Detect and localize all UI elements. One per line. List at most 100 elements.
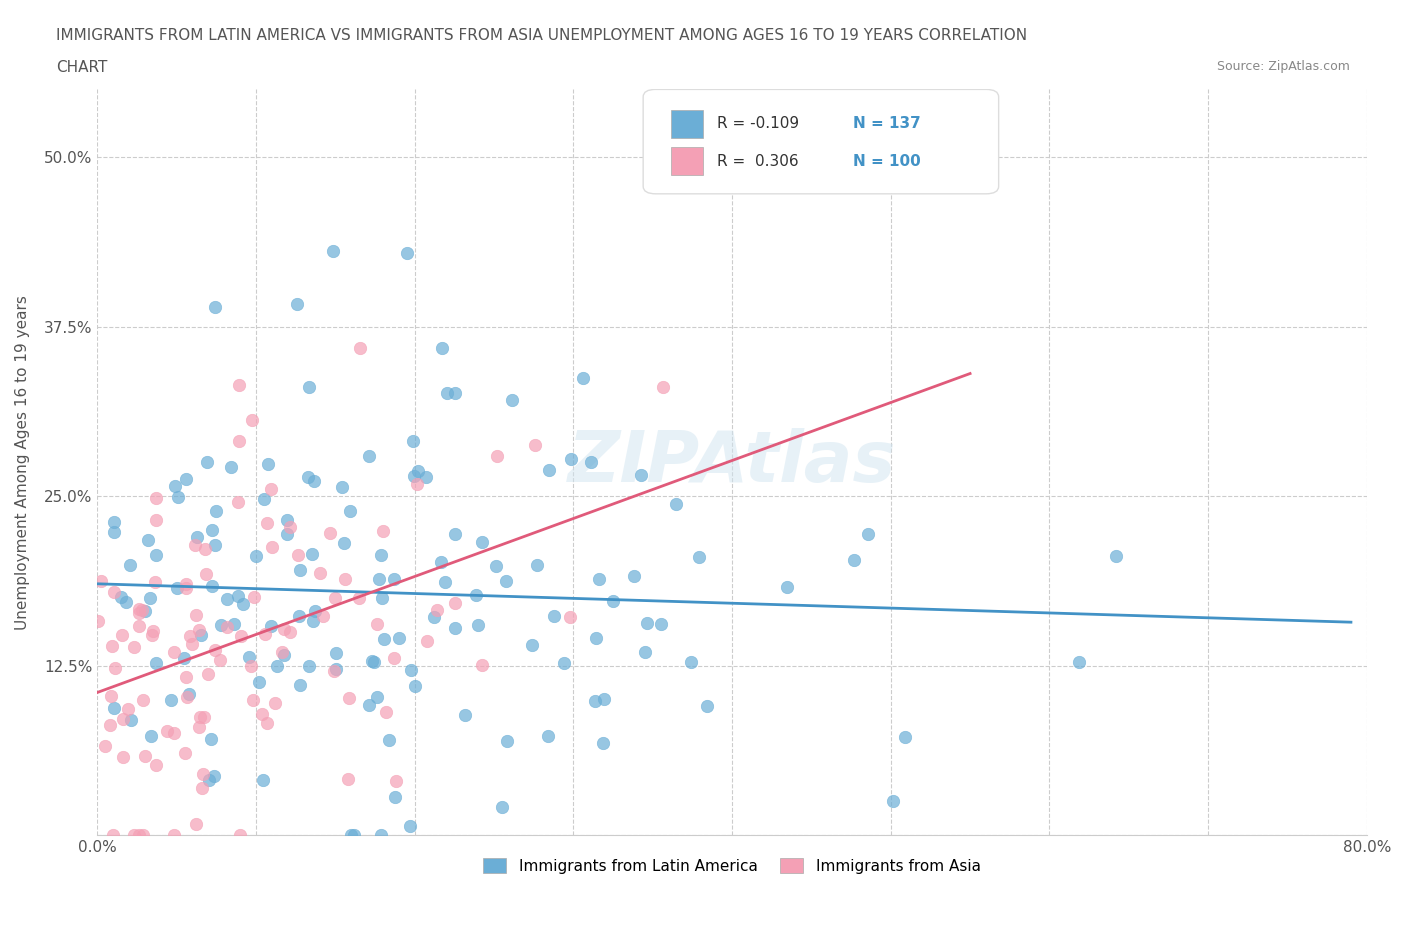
Point bbox=[1067, 654, 1090, 669]
Point bbox=[132, 693, 155, 708]
Point bbox=[373, 631, 395, 646]
Point bbox=[228, 434, 250, 449]
Point bbox=[163, 478, 186, 493]
Point bbox=[359, 698, 381, 712]
Point bbox=[128, 602, 150, 617]
Point bbox=[378, 733, 401, 748]
Text: CHART: CHART bbox=[56, 60, 108, 75]
Point bbox=[191, 766, 214, 781]
Point bbox=[249, 674, 271, 689]
Point bbox=[194, 566, 217, 581]
Point bbox=[325, 661, 347, 676]
Point bbox=[193, 710, 215, 724]
Point bbox=[217, 619, 239, 634]
Point bbox=[256, 715, 278, 730]
Point bbox=[443, 526, 465, 541]
Point bbox=[271, 644, 294, 659]
Point bbox=[471, 535, 494, 550]
Point bbox=[366, 690, 388, 705]
Point bbox=[142, 624, 165, 639]
Point bbox=[560, 451, 582, 466]
Point bbox=[579, 455, 602, 470]
Point bbox=[370, 591, 392, 605]
Point bbox=[245, 549, 267, 564]
Point bbox=[339, 828, 361, 843]
Point bbox=[240, 413, 263, 428]
Point bbox=[187, 720, 209, 735]
Point bbox=[349, 340, 371, 355]
Point bbox=[322, 664, 344, 679]
Point bbox=[87, 614, 110, 629]
Point bbox=[134, 749, 156, 764]
Point bbox=[266, 658, 288, 673]
Point bbox=[304, 604, 326, 618]
Point bbox=[128, 605, 150, 620]
Point bbox=[229, 629, 252, 644]
Point bbox=[406, 476, 429, 491]
Point bbox=[179, 686, 201, 701]
Point bbox=[387, 631, 409, 646]
Point bbox=[882, 794, 904, 809]
Point bbox=[842, 552, 865, 567]
Point bbox=[287, 608, 309, 623]
Point bbox=[434, 575, 457, 590]
Point bbox=[252, 773, 274, 788]
Point bbox=[184, 817, 207, 831]
Point bbox=[486, 449, 509, 464]
Point bbox=[209, 618, 232, 632]
Point bbox=[323, 591, 346, 605]
Point bbox=[371, 524, 394, 538]
Point bbox=[538, 462, 561, 477]
Point bbox=[430, 340, 453, 355]
Point bbox=[1105, 549, 1128, 564]
Point bbox=[198, 773, 221, 788]
Point bbox=[202, 769, 225, 784]
Point bbox=[239, 658, 262, 673]
Point bbox=[553, 655, 575, 670]
Point bbox=[118, 558, 141, 573]
Point bbox=[156, 724, 179, 738]
Point bbox=[443, 620, 465, 635]
Point bbox=[226, 589, 249, 604]
Point bbox=[398, 818, 420, 833]
Point bbox=[134, 604, 156, 618]
Point bbox=[174, 472, 197, 486]
Point bbox=[143, 575, 166, 590]
Point bbox=[443, 385, 465, 400]
Point bbox=[204, 299, 226, 314]
Point bbox=[205, 504, 228, 519]
Text: IMMIGRANTS FROM LATIN AMERICA VS IMMIGRANTS FROM ASIA UNEMPLOYMENT AMONG AGES 16: IMMIGRANTS FROM LATIN AMERICA VS IMMIGRA… bbox=[56, 28, 1028, 43]
Point bbox=[495, 574, 517, 589]
Point bbox=[103, 700, 125, 715]
Legend: Immigrants from Latin America, Immigrants from Asia: Immigrants from Latin America, Immigrant… bbox=[478, 852, 987, 880]
Point bbox=[201, 523, 224, 538]
Point bbox=[215, 591, 238, 606]
Point bbox=[322, 244, 344, 259]
Point bbox=[204, 643, 226, 658]
Point bbox=[194, 542, 217, 557]
Point bbox=[402, 434, 425, 449]
Point bbox=[278, 519, 301, 534]
Point bbox=[484, 558, 506, 573]
Point bbox=[257, 457, 280, 472]
Point bbox=[167, 490, 190, 505]
Point bbox=[359, 448, 381, 463]
Point bbox=[537, 728, 560, 743]
Point bbox=[520, 637, 543, 652]
Point bbox=[219, 459, 242, 474]
Point bbox=[186, 608, 208, 623]
Point bbox=[110, 628, 132, 643]
Point bbox=[416, 633, 439, 648]
Point bbox=[228, 495, 250, 510]
Point bbox=[858, 526, 880, 541]
Point bbox=[174, 745, 197, 760]
Point bbox=[110, 590, 132, 604]
Point bbox=[145, 656, 167, 671]
Point bbox=[385, 774, 408, 789]
Point bbox=[174, 577, 197, 591]
Point bbox=[471, 658, 494, 672]
Point bbox=[264, 696, 287, 711]
Point bbox=[94, 738, 117, 753]
Point bbox=[436, 386, 458, 401]
Point bbox=[101, 828, 124, 843]
